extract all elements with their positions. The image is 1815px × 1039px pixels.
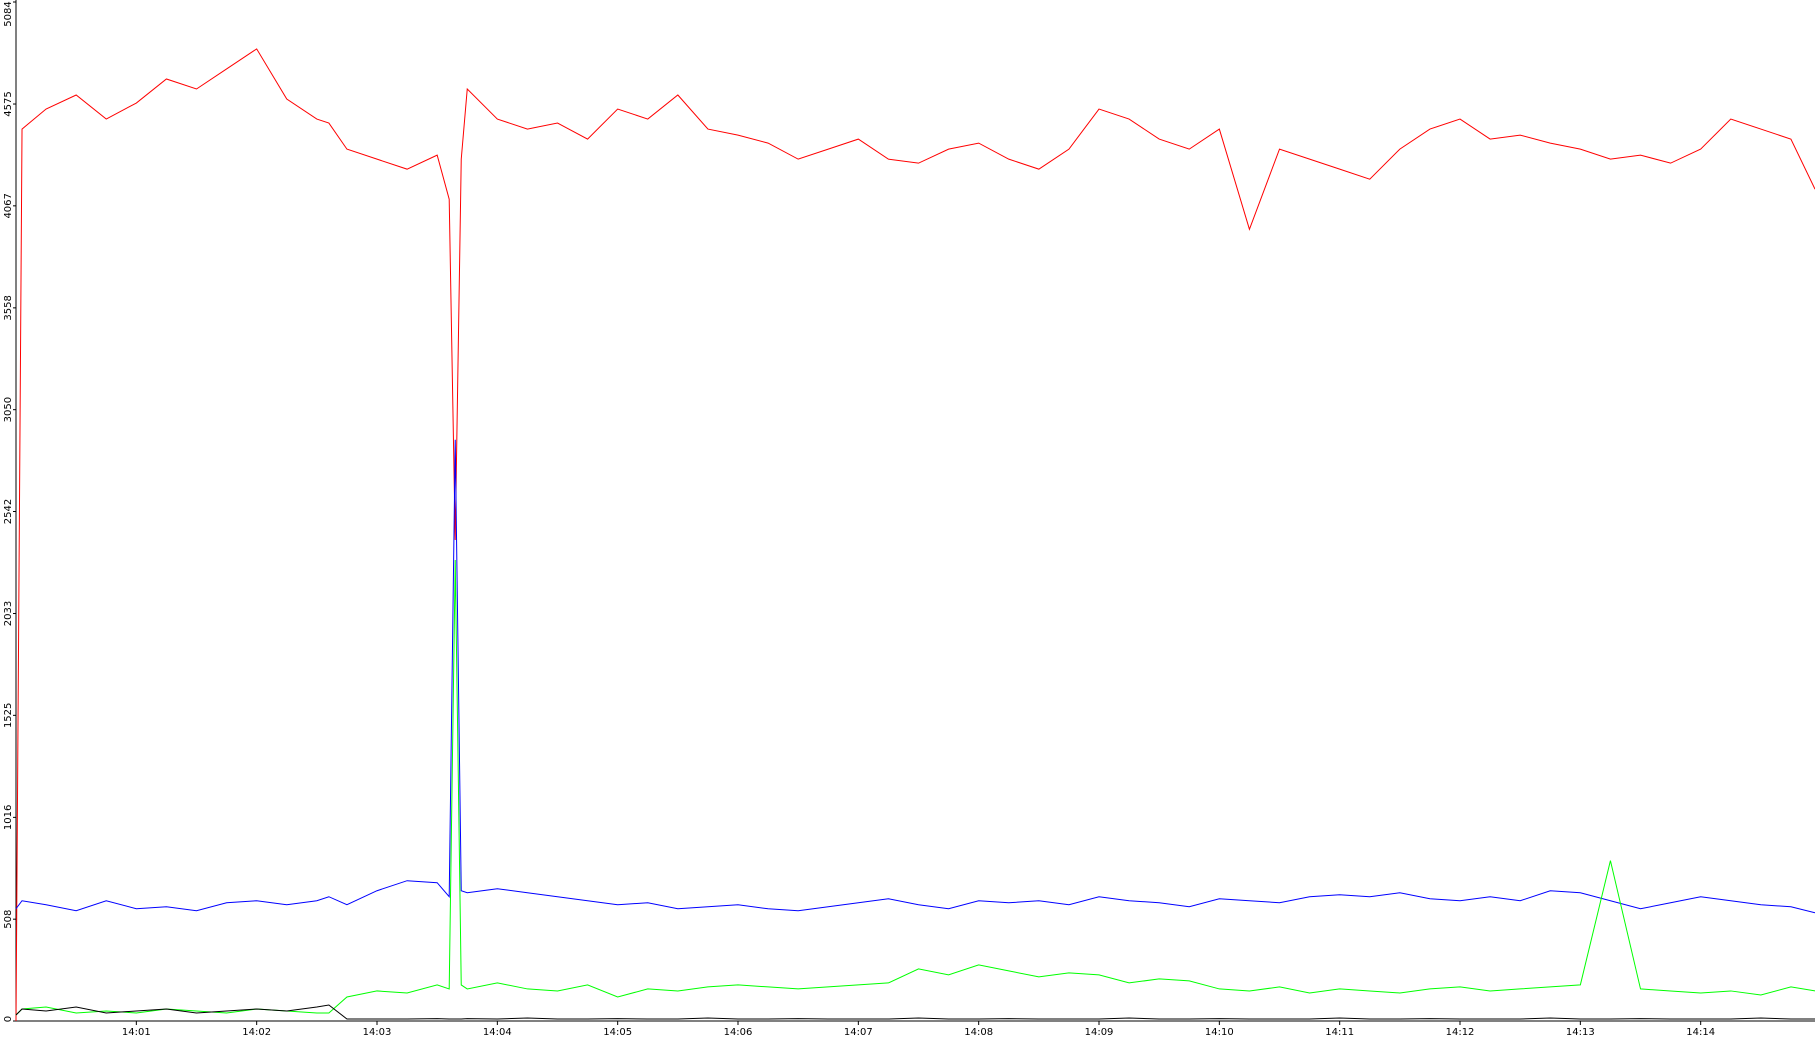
x-tick-label: 14:07 [844,1027,873,1038]
y-tick-label: 4067 [3,193,14,218]
y-tick-label: 4575 [3,91,14,116]
series-line [15,1004,1815,1020]
y-tick-label: 0 [3,1016,14,1022]
y-tick-label: 3050 [3,397,14,422]
series-line [15,559,1815,1016]
x-tick-label: 14:10 [1205,1027,1234,1038]
x-tick-label: 14:09 [1085,1027,1114,1038]
y-tick-label: 2542 [3,499,14,524]
y-tick-label: 508 [3,910,14,929]
y-tick-label: 5084 [3,1,14,26]
series-line [15,439,1815,914]
x-tick-label: 14:08 [964,1027,993,1038]
x-tick-label: 14:11 [1325,1027,1354,1038]
x-tick-label: 14:04 [483,1027,512,1038]
x-tick-label: 14:02 [242,1027,271,1038]
y-tick-label: 1016 [3,805,14,830]
x-tick-label: 14:14 [1686,1027,1715,1038]
x-tick-label: 14:03 [363,1027,392,1038]
x-tick-label: 14:01 [122,1027,151,1038]
y-tick-label: 3558 [3,295,14,320]
x-tick-label: 14:06 [724,1027,753,1038]
y-tick-label: 2033 [3,601,14,626]
series-line [15,48,1815,1022]
x-tick-label: 14:13 [1566,1027,1595,1038]
y-tick-label: 1525 [3,703,14,728]
x-tick-label: 14:12 [1446,1027,1475,1038]
x-tick-label: 14:05 [603,1027,632,1038]
